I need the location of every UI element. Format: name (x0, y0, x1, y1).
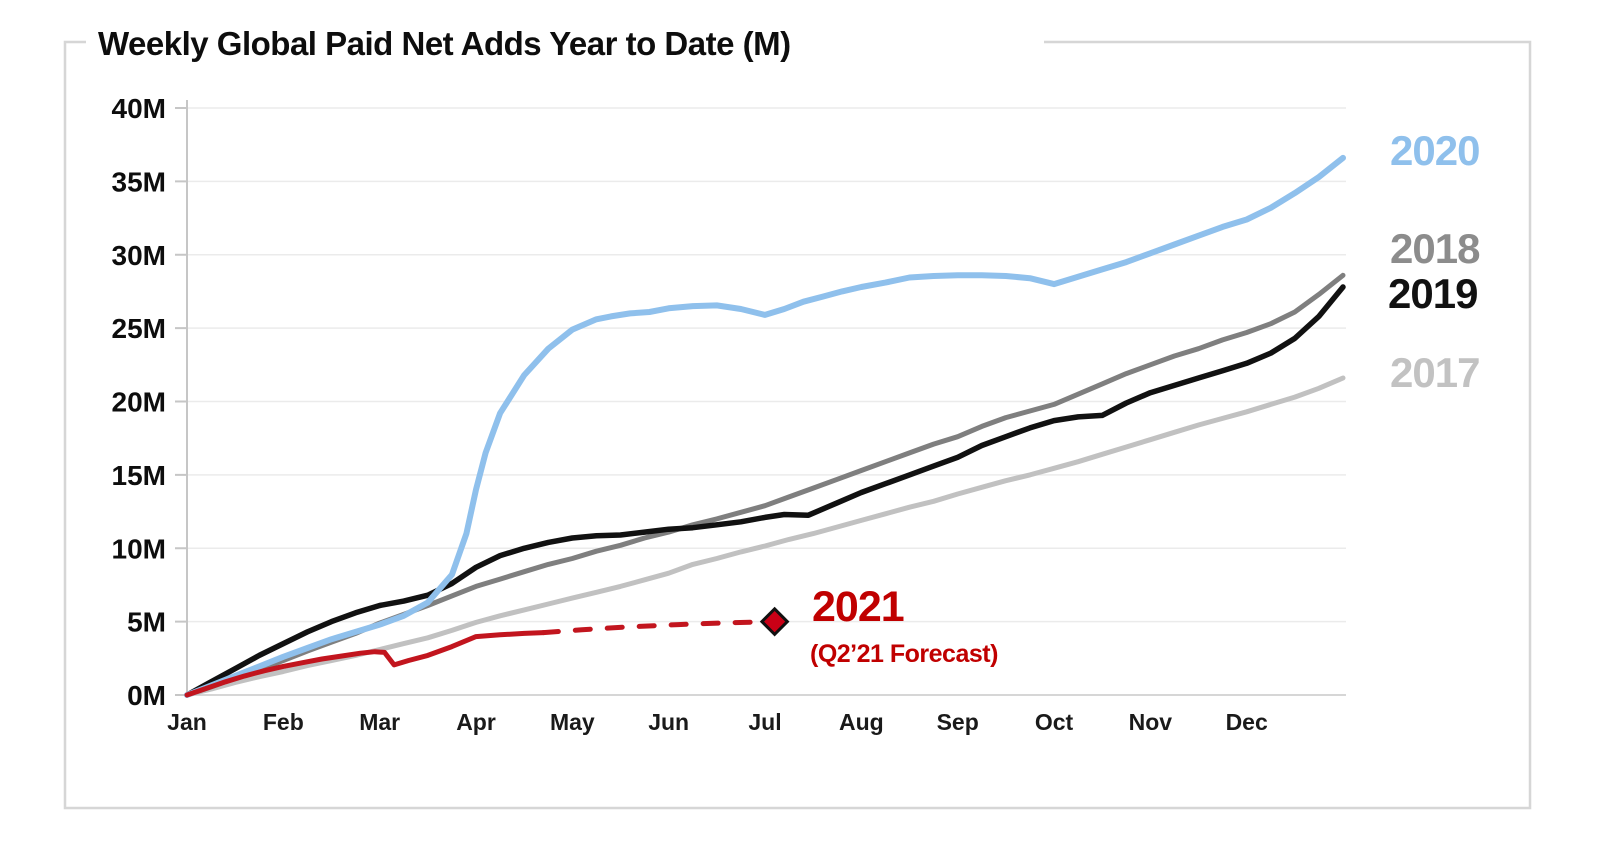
x-tick-label-May: May (550, 709, 595, 735)
x-axis: Jan Feb Mar Apr May Jun Jul Aug Sep Oct Nov Dec (167, 709, 1268, 735)
annotation-2021-label: 2021 (812, 583, 904, 631)
x-tick-label-Aug: Aug (839, 709, 884, 735)
y-tick-label-15M: 15M (112, 460, 166, 491)
x-tick-label-Mar: Mar (359, 709, 400, 735)
legend-label-2018: 2018 (1390, 225, 1480, 272)
x-tick-label-Apr: Apr (456, 709, 496, 735)
gridlines (183, 107, 1346, 696)
chart-frame (63, 40, 1532, 810)
series-line-2021-actual (184, 630, 546, 698)
x-tick-label-Dec: Dec (1226, 709, 1268, 735)
forecast-diamond-marker (759, 606, 790, 637)
y-tick-label-25M: 25M (112, 313, 166, 344)
series-line-2019 (184, 284, 1346, 698)
title-background (86, 22, 1044, 66)
annotation-2021-sublabel: (Q2’21 Forecast) (810, 640, 998, 668)
series-lines (184, 154, 1346, 698)
series-line-2017 (184, 375, 1346, 698)
y-tick-label-35M: 35M (112, 166, 166, 197)
forecast-annotation: 2021 (Q2’21 Forecast) (759, 583, 999, 668)
y-tick-label-40M: 40M (112, 93, 166, 124)
y-tick-label-0M: 0M (127, 680, 166, 711)
x-tick-label-Feb: Feb (263, 709, 304, 735)
series-line-2020 (184, 154, 1346, 698)
chart-title: Weekly Global Paid Net Adds Year to Date… (98, 25, 791, 62)
y-axis: 0M 5M 10M 15M 20M 25M 30M 35M 40M (112, 93, 188, 711)
x-tick-label-Jul: Jul (748, 709, 781, 735)
y-tick-label-5M: 5M (127, 607, 166, 638)
y-tick-label-10M: 10M (112, 533, 166, 564)
legend-label-2020: 2020 (1390, 127, 1479, 174)
y-tick-label-20M: 20M (112, 387, 166, 418)
legend-label-2019: 2019 (1388, 270, 1477, 317)
series-line-2021-forecast (540, 619, 778, 636)
y-tick-label-30M: 30M (112, 240, 166, 271)
x-tick-label-Jun: Jun (648, 709, 689, 735)
x-tick-label-Oct: Oct (1035, 709, 1074, 735)
x-tick-label-Nov: Nov (1129, 709, 1173, 735)
x-tick-label-Jan: Jan (167, 709, 207, 735)
x-tick-label-Sep: Sep (937, 709, 979, 735)
legend-label-2017: 2017 (1390, 349, 1479, 396)
